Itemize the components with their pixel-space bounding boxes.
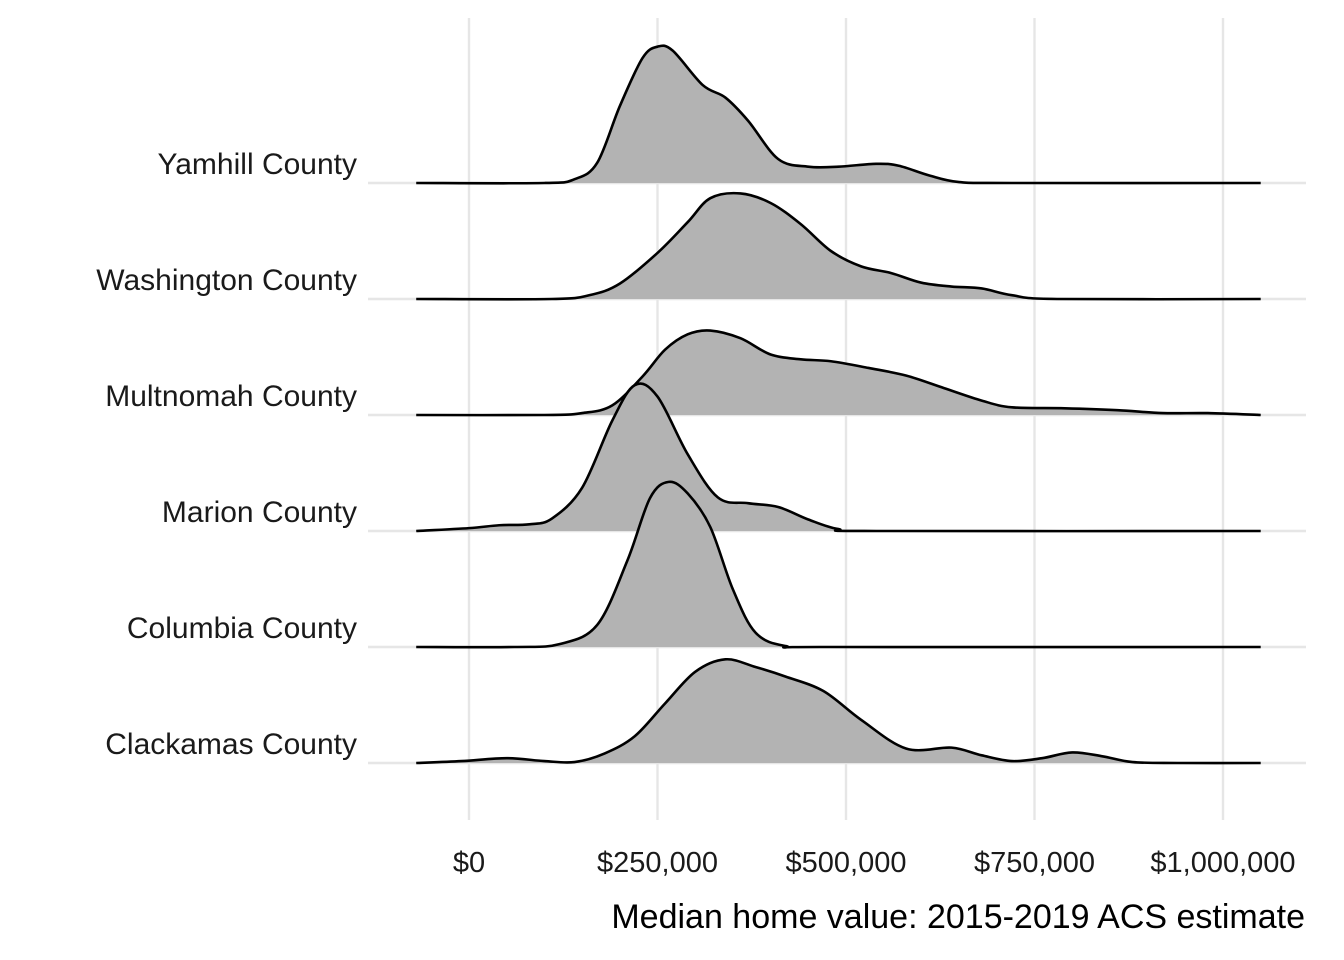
x-tick-label: $250,000 xyxy=(597,847,718,879)
x-tick-labels: $0 $250,000 $500,000 $750,000 $1,000,000 xyxy=(453,847,1296,879)
ridge-clackamas-county xyxy=(416,658,1261,765)
category-label: Clackamas County xyxy=(105,728,357,761)
ridge-line-multnomah-county xyxy=(416,329,1261,417)
category-label: Columbia County xyxy=(127,612,357,645)
category-label: Multnomah County xyxy=(105,380,357,413)
ridge-line-washington-county xyxy=(416,191,1261,301)
x-axis-title: Median home value: 2015-2019 ACS estimat… xyxy=(611,898,1305,936)
ridge-columbia-county xyxy=(416,480,1261,649)
ridge-area-marion-county xyxy=(416,383,1261,532)
category-label: Marion County xyxy=(162,496,357,529)
ridge-line-marion-county xyxy=(416,382,1261,533)
ridge-yamhill-county xyxy=(416,44,1261,185)
ridge-line-columbia-county xyxy=(416,480,1261,649)
ridge-multnomah-county xyxy=(416,329,1261,417)
category-label: Washington County xyxy=(96,264,357,297)
category-label: Yamhill County xyxy=(157,148,357,181)
ridge-area-multnomah-county xyxy=(416,330,1261,416)
x-tick-label: $750,000 xyxy=(974,847,1095,879)
ridge-marion-county xyxy=(416,382,1261,533)
ridge-area-columbia-county xyxy=(416,481,1261,648)
ridge-area-washington-county xyxy=(416,193,1261,300)
x-tick-label: $1,000,000 xyxy=(1150,847,1295,879)
ridge-washington-county xyxy=(416,191,1261,301)
ridges-layer xyxy=(416,44,1261,765)
x-tick-label: $500,000 xyxy=(786,847,907,879)
ridge-area-clackamas-county xyxy=(416,659,1261,764)
ridge-area-yamhill-county xyxy=(416,45,1261,184)
ridge-line-yamhill-county xyxy=(416,44,1261,185)
ridge-line-clackamas-county xyxy=(416,658,1261,765)
x-tick-label: $0 xyxy=(453,847,485,879)
category-labels: Clackamas County Columbia County Marion Co… xyxy=(96,148,357,761)
